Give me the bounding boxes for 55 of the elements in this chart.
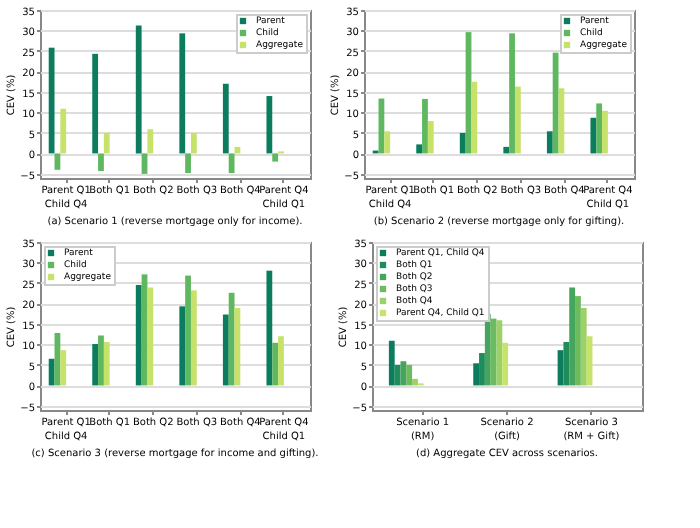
bar	[459, 132, 466, 154]
bar	[569, 287, 576, 386]
bar	[412, 378, 418, 386]
bar	[92, 344, 99, 386]
bar	[103, 341, 110, 386]
bar	[384, 131, 391, 154]
bar	[222, 314, 229, 386]
bar	[502, 342, 509, 386]
bar	[48, 358, 55, 386]
bar	[60, 108, 67, 154]
bar	[602, 110, 608, 154]
bar	[135, 25, 142, 154]
bar	[406, 364, 413, 386]
bar	[185, 153, 191, 174]
bar	[190, 290, 197, 386]
bar	[473, 363, 480, 386]
bar	[185, 275, 191, 386]
bar	[228, 292, 235, 386]
bar	[179, 306, 186, 386]
bar	[514, 86, 521, 154]
bar	[427, 121, 434, 154]
bar	[147, 287, 154, 386]
bar	[596, 103, 603, 154]
bar	[400, 361, 407, 386]
bar	[503, 146, 510, 154]
bar	[103, 132, 110, 154]
bar	[563, 341, 570, 386]
bar	[92, 53, 99, 154]
bar	[266, 96, 273, 154]
bar	[416, 144, 423, 154]
bar	[422, 98, 428, 154]
bar	[546, 131, 553, 154]
bar	[272, 153, 279, 162]
bar	[388, 340, 395, 386]
bar	[590, 117, 597, 154]
bar	[48, 47, 55, 154]
bar	[179, 33, 186, 154]
bar	[509, 33, 515, 154]
bar	[228, 153, 235, 174]
bar	[147, 129, 154, 154]
bar	[575, 296, 581, 386]
bar	[272, 342, 279, 386]
bar	[278, 336, 284, 386]
bar	[580, 307, 587, 386]
bar	[60, 350, 67, 386]
bar	[222, 83, 229, 154]
bar	[98, 153, 104, 172]
bar	[471, 81, 478, 154]
bar	[190, 132, 197, 154]
bar	[479, 353, 485, 386]
bar	[98, 335, 104, 386]
bar	[496, 320, 503, 386]
bar	[135, 285, 142, 386]
bar	[266, 270, 273, 386]
bar	[552, 52, 559, 154]
